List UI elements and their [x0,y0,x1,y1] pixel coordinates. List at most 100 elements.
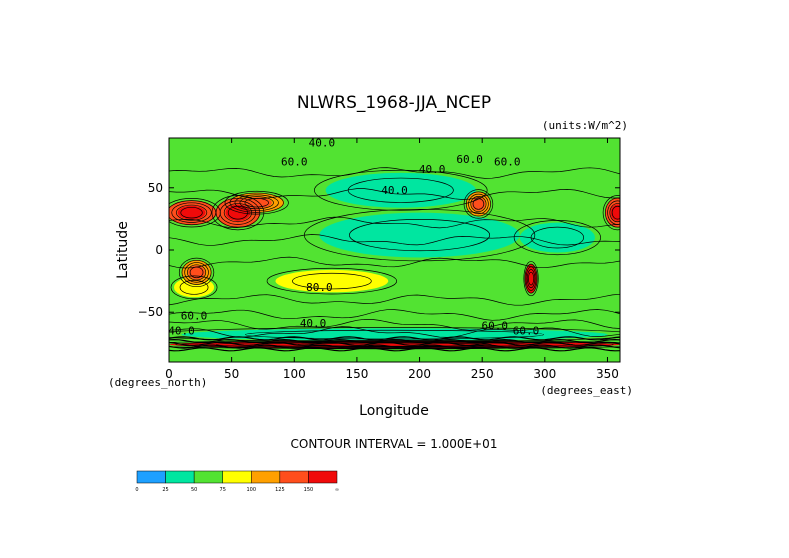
colorbar-swatch [165,470,195,484]
colorbar-label: 75 [220,487,226,493]
contour-line [470,196,487,212]
plot-area: 40.0 60.0 40.0 40.0 60.0 60.0 60.0 80.0 … [168,137,621,363]
contour-line [169,167,620,179]
contour-lines [169,167,620,352]
chart-title: NLWRS_1968-JJA_NCEP [297,93,491,113]
contour-line [169,338,620,344]
colorbar-swatch [136,470,166,484]
contour-line [169,341,620,346]
contour-line [292,272,372,290]
colorbar: 0 25 50 75 100 125 150 ∞ [135,470,339,493]
contour-line [349,219,491,252]
y-unit-label: (degrees_north) [108,376,207,389]
colorbar-label: 100 [247,487,257,493]
contour-line [245,329,544,340]
region-core-north-pacific-west-max [177,205,206,220]
colorbar-label: 0 [135,487,138,493]
contour-line [239,196,274,210]
contour-line [227,205,248,220]
x-tick-label: 0 [165,367,173,381]
colorbar-swatches [136,470,338,484]
contour-line [611,205,620,220]
contour-label: 40.0 [419,163,446,176]
contour-line [169,188,620,200]
contour-line [169,347,620,352]
y-axis-label: Latitude [115,221,131,279]
colorbar-label: 50 [191,487,197,493]
colorbar-swatch [193,470,223,484]
colorbar-label: 125 [275,487,285,493]
colorbar-label: ∞ [335,487,339,493]
x-tick-label: 200 [408,367,431,381]
contour-line [179,280,209,295]
y-tick-label: −50 [138,305,163,319]
contour-line [526,269,536,289]
x-axis-label: Longitude [359,403,429,419]
contour-line [528,271,535,286]
contour-line [171,202,212,223]
contour-label: 40.0 [168,325,195,338]
contour-line [224,190,289,215]
colorbar-swatch [251,470,281,484]
contour-line [472,198,485,210]
contour-line [169,339,620,350]
contour-line [215,197,261,228]
y-tick-label: 0 [155,243,163,257]
contour-line [523,261,539,297]
colorbar-swatch [308,470,338,484]
region-core-andes-dark [527,270,535,287]
contour-label: 60.0 [494,155,521,168]
contour-label: 80.0 [306,281,333,294]
x-tick-label: 350 [596,367,619,381]
contour-line [181,259,212,285]
contour-line [169,256,620,269]
region-core-japan-sea-max [225,204,251,221]
contour-line [169,216,620,229]
contour-line [169,336,620,341]
contour-line [178,257,215,288]
x-axis: 0 50 100 150 200 250 300 350 [165,138,619,381]
colorbar-swatch [222,470,252,484]
y-axis: 50 0 −50 [138,181,620,319]
contour-line [465,191,491,217]
contour-line [169,309,620,321]
contour-line [187,264,207,281]
x-tick-label: 50 [224,367,239,381]
contour-line [266,267,398,295]
contour-label: 40.0 [309,137,336,150]
contour-line [170,275,218,300]
contour-label: 60.0 [481,320,508,333]
contour-line [169,234,620,246]
x-unit-label: (degrees_east) [540,384,633,397]
x-tick-label: 300 [533,367,556,381]
x-tick-label: 150 [345,367,368,381]
contour-line [468,193,489,215]
contour-line [180,206,203,219]
contour-line [223,203,253,223]
colorbar-label: 150 [304,487,314,493]
contour-interval-label: CONTOUR INTERVAL = 1.000E+01 [291,437,498,451]
contour-line [169,293,620,306]
contour-label: 60.0 [181,310,208,323]
contour-line [175,204,208,221]
contour-line [609,203,620,223]
contour-line [169,344,620,349]
contour-label: 60.0 [456,153,483,166]
region-core-north-atlantic-east [610,204,620,221]
contour-line [602,195,620,231]
contour-label: 40.0 [381,184,408,197]
colorbar-label: 25 [162,487,168,493]
colorbar-swatch [279,470,309,484]
contour-line [184,262,209,283]
contour-label: 60.0 [513,325,540,338]
contour-line [313,169,488,211]
colorbar-labels: 0 25 50 75 100 125 150 ∞ [135,487,339,493]
contour-label: 40.0 [300,317,327,330]
contour-line [169,318,620,331]
x-tick-label: 100 [283,367,306,381]
contour-line [175,340,614,349]
y-tick-label: 50 [148,181,163,195]
x-tick-label: 250 [471,367,494,381]
contour-labels: 40.0 60.0 40.0 40.0 60.0 60.0 60.0 80.0 … [168,137,539,338]
